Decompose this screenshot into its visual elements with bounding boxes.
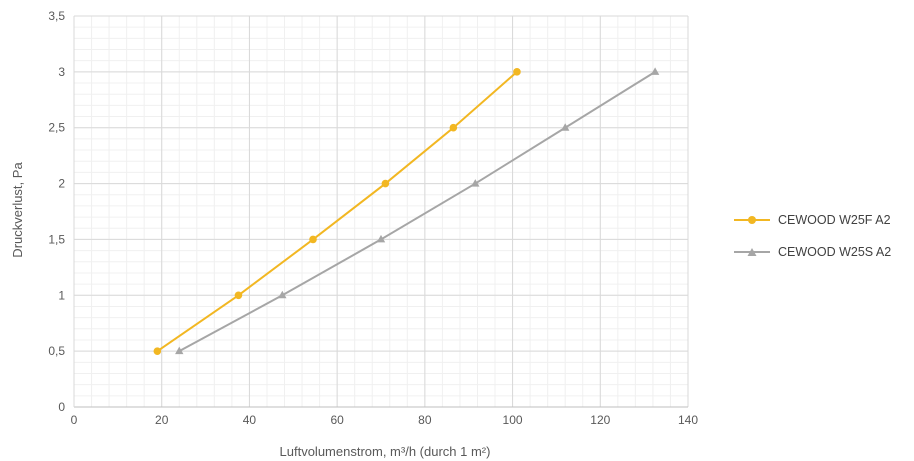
y-tick-label: 2,5 — [48, 121, 65, 135]
series-layer — [153, 67, 660, 355]
x-tick-label: 100 — [503, 413, 523, 427]
tick-labels: 0 20 40 60 80 100 120 140 0 0,5 1 1,5 2 2,5 3 3,5 — [48, 9, 698, 427]
data-point-marker — [153, 347, 162, 355]
series-line-0 — [156, 71, 518, 352]
legend-item-w25s: CEWOOD W25S A2 — [734, 242, 891, 262]
x-axis-title: Luftvolumenstrom, m³/h (durch 1 m²) — [280, 444, 491, 459]
legend-item-w25f: CEWOOD W25F A2 — [734, 210, 891, 230]
major-gridlines — [73, 15, 689, 408]
legend-swatch-triangle — [734, 248, 770, 256]
data-point-marker — [234, 291, 243, 300]
y-tick-label: 3,5 — [48, 9, 65, 23]
legend-swatch-circle — [734, 216, 770, 224]
data-point-marker — [449, 123, 458, 132]
x-tick-label: 40 — [243, 413, 257, 427]
data-point-marker — [471, 179, 480, 187]
data-point-marker — [513, 68, 521, 76]
x-tick-label: 60 — [330, 413, 344, 427]
x-tick-label: 20 — [155, 413, 169, 427]
y-tick-label: 1 — [58, 288, 65, 302]
y-tick-label: 0,5 — [48, 344, 65, 358]
y-tick-label: 3 — [58, 65, 65, 79]
y-tick-label: 2 — [58, 177, 65, 191]
data-point-marker — [561, 123, 570, 131]
series-line-1 — [178, 71, 656, 353]
y-tick-label: 0 — [58, 400, 65, 414]
legend: CEWOOD W25F A2 CEWOOD W25S A2 — [734, 210, 891, 274]
data-point-marker — [381, 179, 390, 188]
minor-gridlines — [73, 15, 689, 408]
x-tick-label: 140 — [678, 413, 698, 427]
x-tick-label: 80 — [418, 413, 432, 427]
data-point-marker — [309, 235, 317, 244]
y-tick-label: 1,5 — [48, 232, 65, 246]
data-point-marker — [376, 234, 386, 243]
data-point-marker — [278, 290, 287, 299]
y-axis-title: Druckverlust, Pa — [10, 162, 25, 258]
x-tick-label: 0 — [71, 413, 78, 427]
x-tick-label: 120 — [590, 413, 610, 427]
legend-label-w25s: CEWOOD W25S A2 — [778, 245, 892, 259]
legend-label-w25f: CEWOOD W25F A2 — [778, 213, 891, 227]
data-point-marker — [650, 67, 660, 75]
data-point-marker — [175, 346, 184, 355]
